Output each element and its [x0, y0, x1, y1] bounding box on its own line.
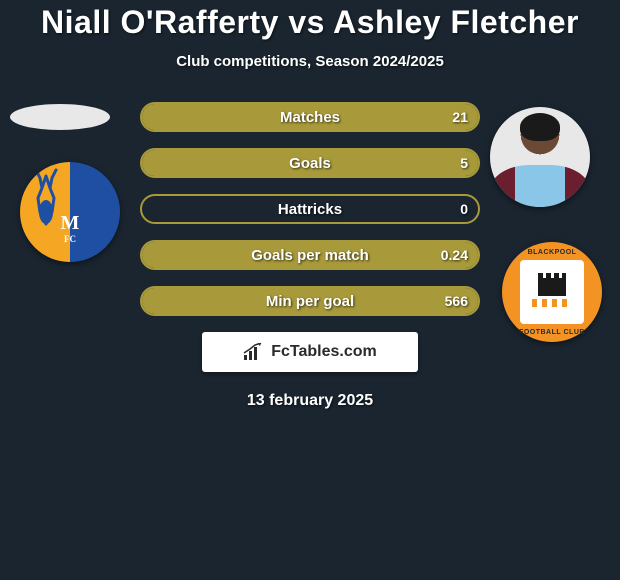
- bar-value-right: 5: [460, 150, 468, 176]
- stat-bar: Min per goal566: [140, 286, 480, 316]
- bar-label: Matches: [142, 104, 478, 130]
- crest-sub-text: FC: [40, 235, 100, 244]
- stat-bars: Matches21 Goals5 Hattricks0 Goals per match…: [140, 102, 480, 316]
- player2-avatar: [490, 107, 590, 207]
- chart-icon: [243, 343, 265, 361]
- player1-avatar-placeholder: [10, 104, 110, 130]
- bar-value-right: 566: [445, 288, 468, 314]
- crest-bottom-text: FOOTBALL CLUB: [502, 329, 602, 336]
- player2-club-crest: BLACKPOOL FOOTBALL CLUB: [502, 242, 602, 342]
- waves-icon: [532, 299, 572, 307]
- bar-label: Goals per match: [142, 242, 478, 268]
- bar-value-right: 21: [452, 104, 468, 130]
- page-subtitle: Club competitions, Season 2024/2025: [0, 53, 620, 70]
- date-text: 13 february 2025: [0, 392, 620, 410]
- watermark-text: FcTables.com: [271, 343, 377, 361]
- bar-label: Min per goal: [142, 288, 478, 314]
- bar-value-right: 0.24: [441, 242, 468, 268]
- crest-top-text: BLACKPOOL: [502, 249, 602, 256]
- stat-bar: Matches21: [140, 102, 480, 132]
- bar-label: Goals: [142, 150, 478, 176]
- bar-value-right: 0: [460, 196, 468, 222]
- player1-club-crest: M FC: [20, 162, 120, 262]
- stat-bar: Goals5: [140, 148, 480, 178]
- stat-bar: Hattricks0: [140, 194, 480, 224]
- crest-letter: M FC: [40, 212, 100, 244]
- comparison-panel: M FC BLACKPOOL FOOTBALL CLUB Matches21Go…: [0, 102, 620, 316]
- bar-label: Hattricks: [142, 196, 478, 222]
- tower-icon: [538, 278, 566, 296]
- page-title: Niall O'Rafferty vs Ashley Fletcher: [0, 0, 620, 41]
- stat-bar: Goals per match0.24: [140, 240, 480, 270]
- crest-inner: [520, 260, 584, 324]
- crest-letter-text: M: [61, 212, 80, 234]
- watermark-badge: FcTables.com: [202, 332, 418, 372]
